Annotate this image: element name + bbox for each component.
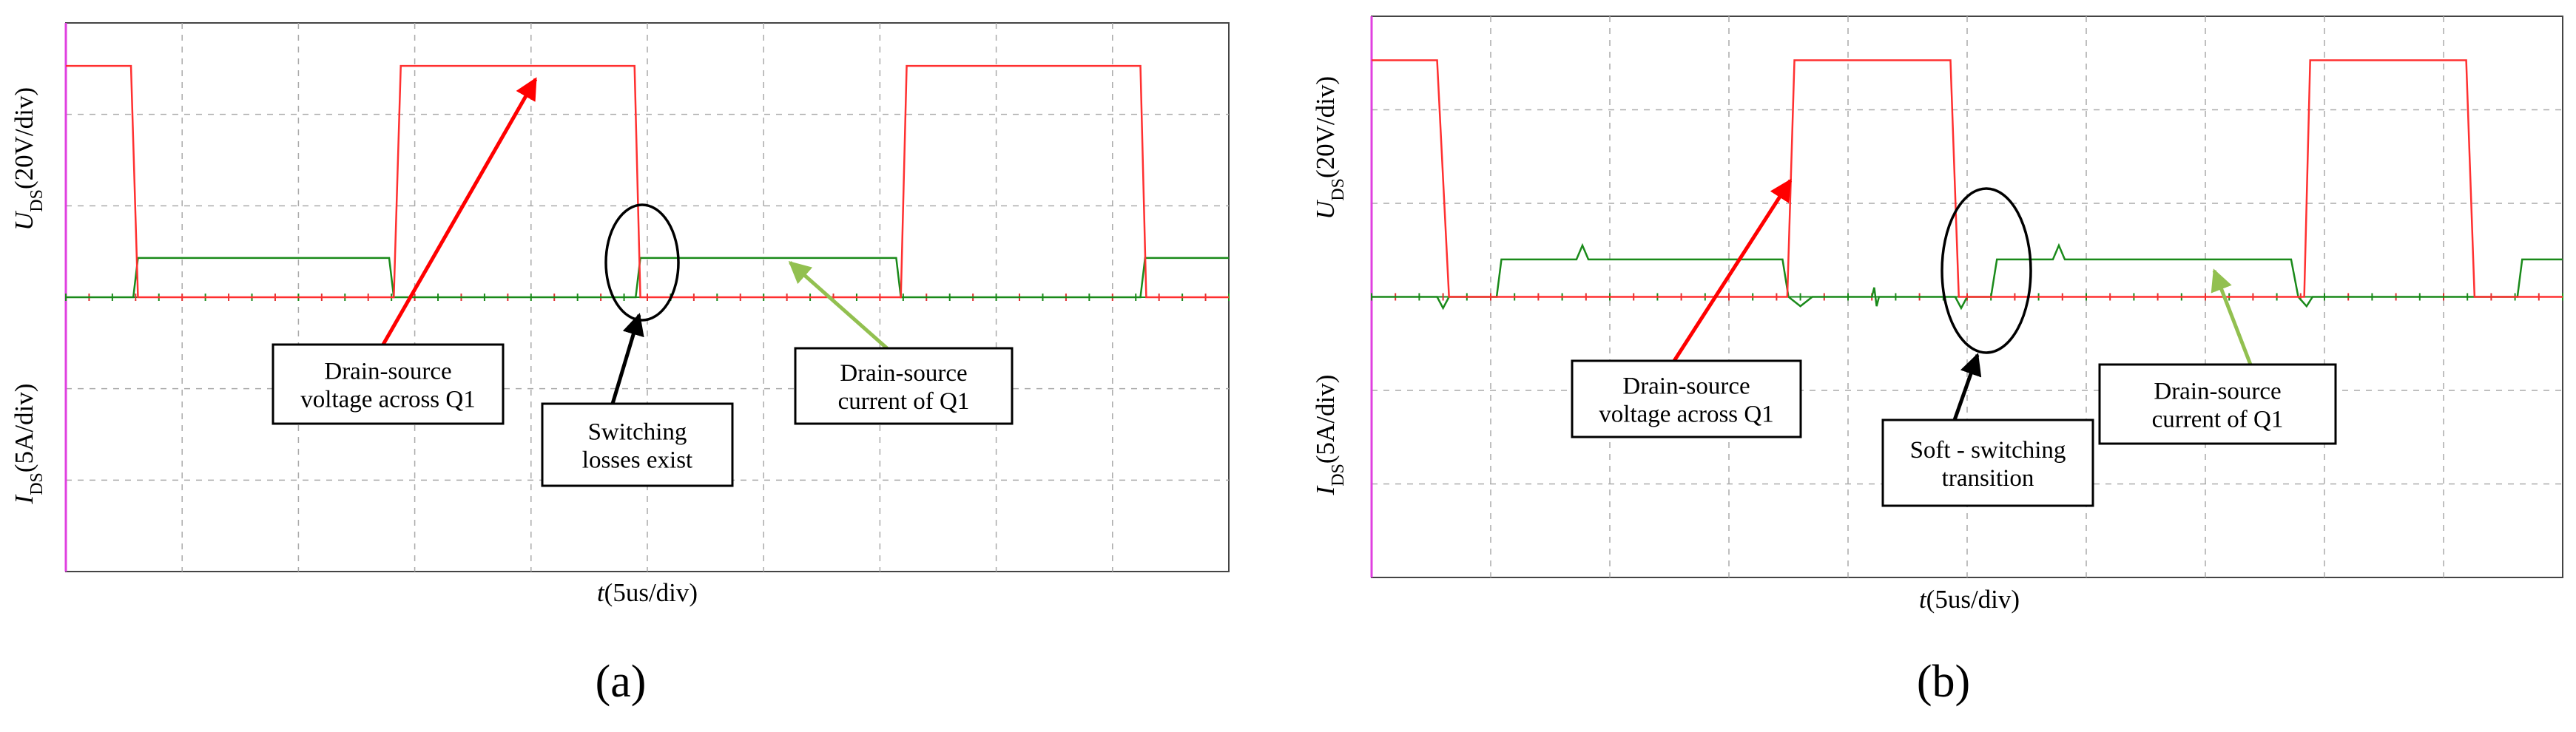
- label-part: (5us/div): [1926, 585, 2020, 614]
- annotation-text: current of Q1: [838, 388, 970, 415]
- label-part: (20V/div): [1311, 76, 1340, 178]
- label-part: U: [1311, 199, 1340, 220]
- arrow: [788, 261, 889, 350]
- annotation-box: [2098, 363, 2337, 445]
- panel-label: (b): [1917, 657, 1970, 707]
- annotation-box: [794, 347, 1014, 425]
- label-part: U: [10, 210, 38, 231]
- panel-label: (a): [596, 657, 647, 707]
- x-axis-label: t(5us/div): [1919, 585, 2020, 614]
- annotation-text: Soft - switching: [1910, 437, 2066, 464]
- annotation-text: Drain-source: [1622, 373, 1750, 400]
- arrow: [379, 77, 538, 350]
- annotation-text: Switching: [588, 419, 687, 446]
- y-axis-label: IDS(5A/div): [10, 384, 47, 505]
- voltage-trace: [1372, 59, 2563, 298]
- label-part: DS: [1329, 464, 1348, 487]
- annotation-text: voltage across Q1: [1599, 401, 1773, 428]
- highlight-ellipse: [1941, 187, 2032, 354]
- annotation-text: voltage across Q1: [300, 387, 475, 413]
- y-axis-label: UDS(20V/div): [1311, 76, 1348, 220]
- y-axis-label: UDS(20V/div): [10, 87, 47, 231]
- annotation-text: Drain-source: [840, 360, 967, 387]
- label-part: DS: [1329, 178, 1348, 201]
- label-part: t: [1919, 585, 1927, 614]
- annotation-box: [1571, 359, 1802, 438]
- annotation-text: losses exist: [582, 447, 692, 474]
- label-part: (5A/div): [10, 384, 38, 473]
- y-axis-label: IDS(5A/div): [1311, 375, 1348, 496]
- annotation-text: transition: [1942, 465, 2034, 492]
- annotation-box: [1881, 418, 2094, 507]
- arrow: [1672, 178, 1793, 362]
- label-part: (20V/div): [10, 87, 38, 189]
- label-part: (5us/div): [604, 578, 698, 607]
- arrow: [1952, 353, 1982, 421]
- label-part: DS: [27, 472, 47, 495]
- annotation-text: current of Q1: [2152, 407, 2284, 433]
- annotation-text: Drain-source: [324, 359, 451, 385]
- arrow: [2211, 268, 2253, 365]
- arrow: [610, 313, 644, 404]
- annotation-box: [272, 343, 505, 425]
- label-part: DS: [27, 189, 47, 212]
- label-part: (5A/div): [1311, 375, 1340, 464]
- annotation-text: Drain-source: [2154, 379, 2281, 405]
- label-part: I: [1311, 484, 1340, 495]
- voltage-trace: [66, 64, 1229, 299]
- x-axis-label: t(5us/div): [597, 578, 698, 607]
- current-trace: [1372, 243, 2563, 311]
- annotation-box: [541, 402, 734, 487]
- label-part: t: [597, 578, 605, 607]
- label-part: I: [10, 493, 38, 504]
